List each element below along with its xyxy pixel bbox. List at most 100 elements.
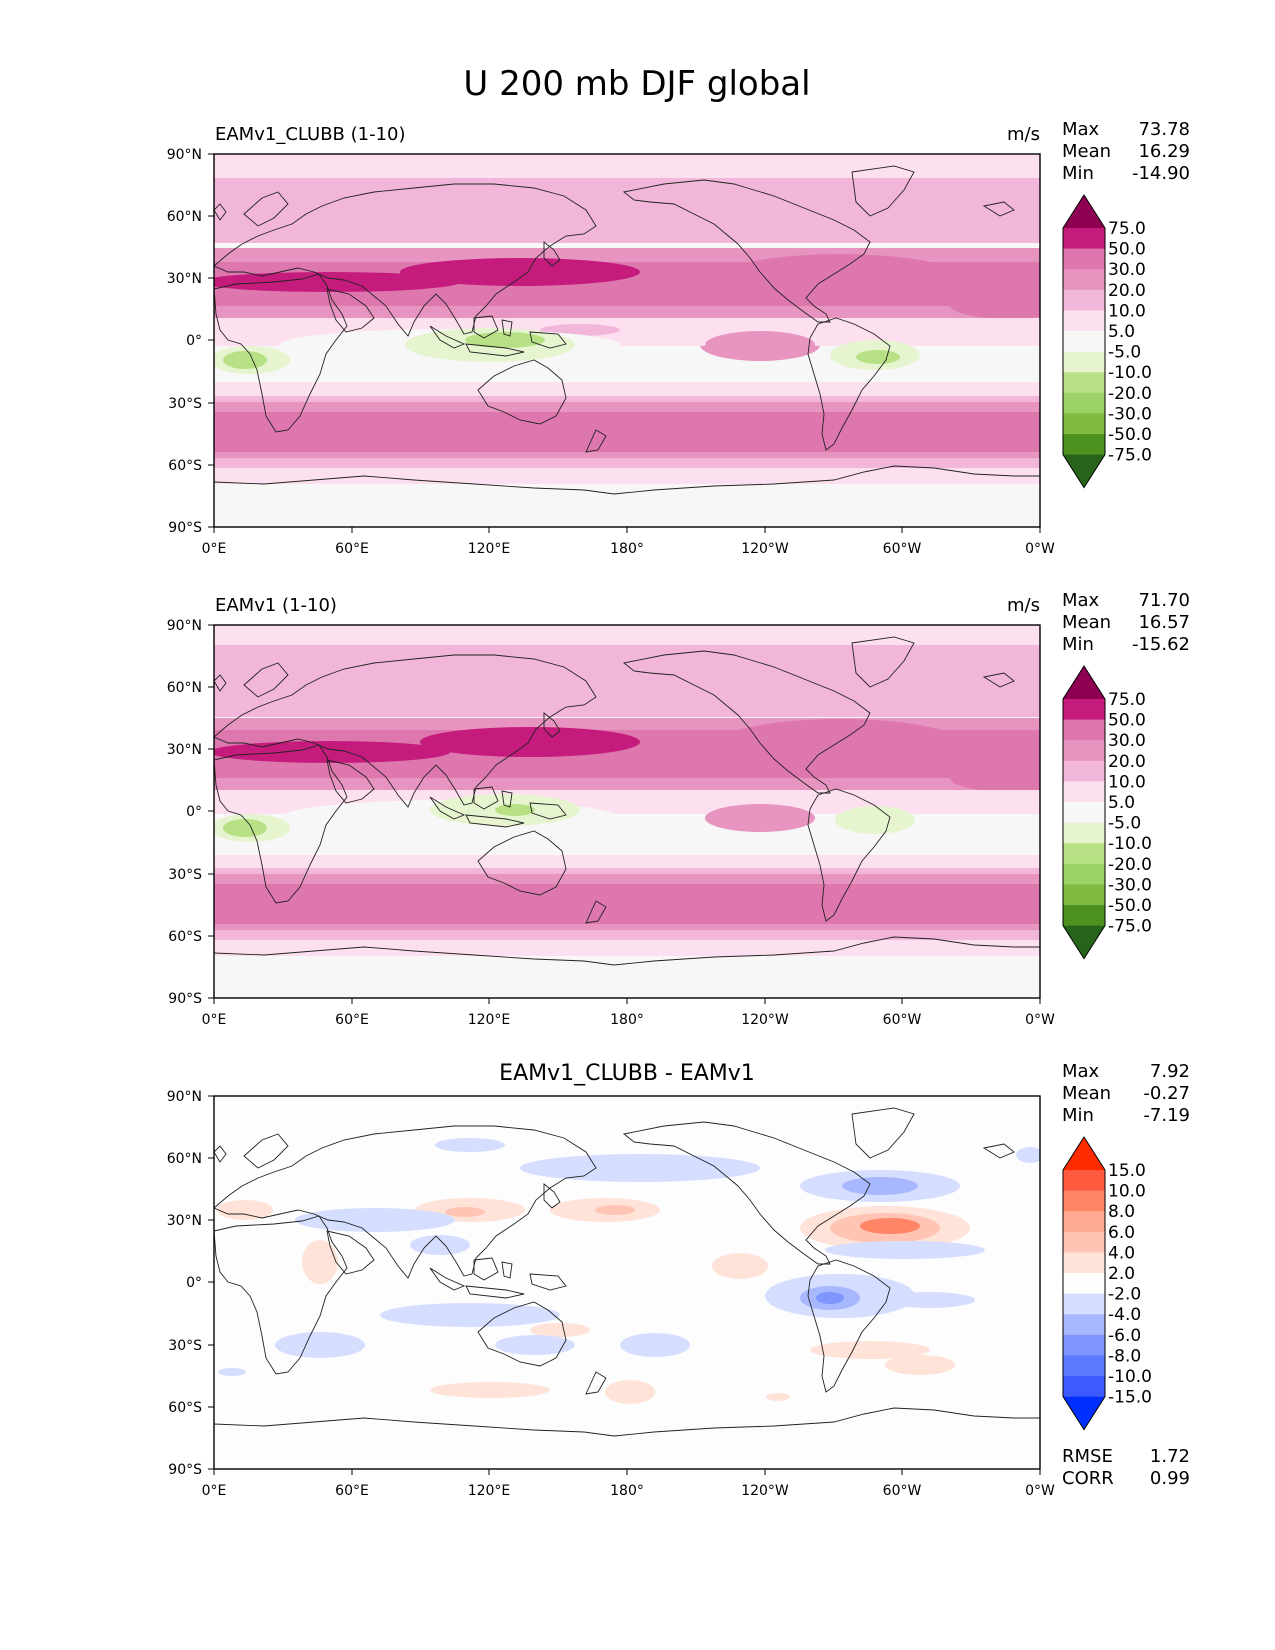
colorbar: 75.050.030.020.010.05.0-5.0-10.0-20.0-30… (1062, 665, 1152, 960)
lon-tick-label: 60°E (335, 541, 369, 557)
lon-tick-label: 180° (610, 1483, 644, 1499)
colorbar-bin (1063, 228, 1105, 249)
colorbar-tick-label: -75.0 (1108, 917, 1152, 937)
lon-tick-label: 60°W (883, 541, 922, 557)
panel-difference: EAMv1_CLUBB - EAMv1 (167, 1061, 1190, 1499)
colorbar-tick-label: 4.0 (1108, 1243, 1135, 1263)
colorbar-tick-label: -8.0 (1108, 1346, 1141, 1366)
lat-tick-label: 90°N (167, 147, 202, 163)
lon-tick-label: 60°E (335, 1012, 369, 1028)
stat-label-min: Min (1062, 634, 1094, 655)
lon-tick-label: 120°W (741, 541, 789, 557)
colorbar-tick-label: 5.0 (1108, 322, 1135, 342)
lat-tick-label: 30°S (168, 396, 202, 412)
colorbar-tick-label: -50.0 (1108, 896, 1152, 916)
colorbar-tick-label: 30.0 (1108, 731, 1146, 751)
colorbar-tick-label: 75.0 (1108, 690, 1146, 710)
colorbar-bin (1063, 351, 1105, 373)
colorbar-bin (1063, 310, 1105, 332)
lon-tick-label: 180° (610, 1012, 644, 1028)
stat-value-min: -14.90 (1132, 163, 1190, 184)
metric-label-rmse: RMSE (1062, 1446, 1113, 1467)
colorbar-tick-label: -15.0 (1108, 1388, 1152, 1408)
lon-tick-label: 0°E (202, 1483, 227, 1499)
lat-tick-label: 30°N (167, 271, 202, 287)
colorbar-bin (1063, 699, 1105, 720)
colorbar-bin (1063, 1314, 1105, 1336)
colorbar-outline (1062, 1136, 1106, 1431)
lon-tick-label: 0°W (1025, 1483, 1055, 1499)
colorbar-tick-label: -20.0 (1108, 384, 1152, 404)
colorbar-bin (1063, 863, 1105, 885)
colorbar-extend-bottom (1063, 454, 1105, 488)
lat-tick-label: 0° (186, 1275, 202, 1291)
stat-label-mean: Mean (1062, 612, 1111, 633)
colorbar-bin (1063, 1170, 1105, 1191)
stat-value-min: -7.19 (1143, 1105, 1190, 1126)
colorbar-tick-label: 15.0 (1108, 1161, 1146, 1181)
colorbar-bin (1063, 1211, 1105, 1233)
stat-label-max: Max (1062, 1061, 1100, 1082)
lat-axis: 90°N 60°N 30°N 0° 30°S 60°S 90°S (167, 1089, 214, 1478)
colorbar-bin (1063, 822, 1105, 844)
colorbar-bin (1063, 372, 1105, 394)
colorbar-tick-label: -30.0 (1108, 875, 1152, 895)
map-field (214, 154, 1040, 527)
colorbar-bin (1063, 289, 1105, 311)
colorbar-tick-label: -10.0 (1108, 363, 1152, 383)
panel-left-title: EAMv1_CLUBB (1-10) (215, 124, 406, 145)
panel-eamv1: EAMv1 (1-10) m/s (167, 590, 1190, 1028)
lon-tick-label: 0°E (202, 1012, 227, 1028)
lat-tick-label: 90°S (168, 1462, 202, 1478)
lat-tick-label: 60°S (168, 929, 202, 945)
lon-tick-label: 120°E (468, 1012, 511, 1028)
stat-value-min: -15.62 (1132, 634, 1190, 655)
colorbar-bin (1063, 760, 1105, 782)
lat-tick-label: 90°S (168, 991, 202, 1007)
colorbar-outline (1062, 194, 1106, 489)
lat-tick-label: 30°S (168, 1338, 202, 1354)
metric-value-rmse: 1.72 (1150, 1446, 1190, 1467)
stat-label-min: Min (1062, 1105, 1094, 1126)
colorbar-bin (1063, 1355, 1105, 1377)
lat-tick-label: 60°N (167, 680, 202, 696)
colorbar-bin (1063, 269, 1105, 291)
lon-tick-label: 0°W (1025, 1012, 1055, 1028)
panel-units: m/s (1007, 595, 1040, 616)
colorbar: 15.010.08.06.04.02.0-2.0-4.0-6.0-8.0-10.… (1062, 1136, 1152, 1431)
colorbar-bin (1063, 802, 1105, 823)
lat-tick-label: 30°S (168, 867, 202, 883)
lat-tick-label: 30°N (167, 1213, 202, 1229)
lat-tick-label: 0° (186, 333, 202, 349)
lon-tick-label: 0°E (202, 541, 227, 557)
lat-tick-label: 60°S (168, 1400, 202, 1416)
stat-value-mean: 16.29 (1138, 141, 1190, 162)
colorbar-bin (1063, 719, 1105, 741)
colorbar-tick-label: 20.0 (1108, 752, 1146, 772)
lon-tick-label: 120°E (468, 1483, 511, 1499)
colorbar-tick-label: 10.0 (1108, 301, 1146, 321)
colorbar-extend-top (1063, 666, 1105, 699)
colorbar-bin (1063, 434, 1105, 455)
map-field (214, 1096, 1040, 1469)
map-field (214, 625, 1040, 998)
colorbar-tick-label: -5.0 (1108, 814, 1141, 834)
panel-center-title: EAMv1_CLUBB - EAMv1 (499, 1061, 755, 1086)
colorbar-tick-label: -10.0 (1108, 834, 1152, 854)
colorbar-tick-label: -6.0 (1108, 1326, 1141, 1346)
colorbar-tick-label: 20.0 (1108, 281, 1146, 301)
lat-tick-label: 60°N (167, 1151, 202, 1167)
lon-axis: 0°E 60°E 120°E 180° 120°W 60°W 0°W (202, 998, 1055, 1028)
stat-label-mean: Mean (1062, 1083, 1111, 1104)
stats-box: Max 7.92 Mean -0.27 Min -7.19 (1062, 1061, 1190, 1126)
stat-label-mean: Mean (1062, 141, 1111, 162)
colorbar-bin (1063, 248, 1105, 270)
stat-value-max: 73.78 (1138, 119, 1190, 140)
lon-tick-label: 0°W (1025, 541, 1055, 557)
stat-label-min: Min (1062, 163, 1094, 184)
colorbar-tick-label: -75.0 (1108, 446, 1152, 466)
lat-tick-label: 0° (186, 804, 202, 820)
colorbar-tick-label: 5.0 (1108, 793, 1135, 813)
colorbar-bin (1063, 1190, 1105, 1212)
